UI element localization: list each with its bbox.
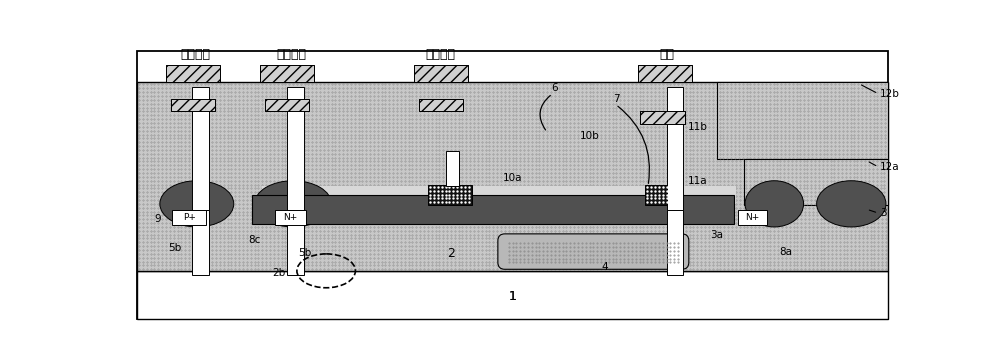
- FancyBboxPatch shape: [498, 234, 689, 269]
- Bar: [137, 271, 888, 319]
- Bar: [446, 151, 459, 186]
- Bar: [172, 210, 206, 225]
- Bar: [137, 82, 888, 271]
- Text: 8a: 8a: [779, 246, 792, 257]
- Bar: [738, 210, 767, 225]
- Bar: [260, 65, 314, 82]
- Text: 9: 9: [154, 214, 161, 224]
- Bar: [265, 99, 309, 111]
- Text: P+: P+: [183, 213, 196, 222]
- Ellipse shape: [745, 181, 804, 227]
- Bar: [192, 87, 209, 210]
- Bar: [166, 65, 220, 82]
- Text: N+: N+: [746, 213, 760, 222]
- Bar: [287, 210, 304, 276]
- Text: 第一栅极: 第一栅极: [425, 48, 455, 61]
- Text: 5b: 5b: [169, 243, 182, 253]
- Bar: [192, 210, 209, 276]
- Bar: [275, 210, 306, 225]
- Text: 5b: 5b: [298, 248, 311, 258]
- Bar: [166, 65, 220, 82]
- Text: 8c: 8c: [248, 235, 261, 245]
- Text: 第二源极: 第二源极: [277, 48, 307, 61]
- Bar: [645, 185, 680, 205]
- Text: 11a: 11a: [688, 176, 708, 186]
- Bar: [265, 99, 309, 111]
- Bar: [252, 195, 734, 224]
- Text: 6: 6: [552, 83, 558, 93]
- Text: 1: 1: [509, 290, 516, 303]
- Text: 7: 7: [613, 94, 620, 104]
- Ellipse shape: [160, 181, 234, 227]
- Text: 2: 2: [447, 247, 455, 260]
- Text: 12a: 12a: [880, 162, 899, 172]
- Bar: [640, 111, 685, 124]
- Bar: [260, 65, 314, 82]
- Text: 10b: 10b: [580, 131, 599, 141]
- Bar: [171, 99, 215, 111]
- Bar: [640, 111, 685, 124]
- Bar: [419, 99, 463, 111]
- Text: 4: 4: [602, 262, 608, 272]
- Bar: [287, 87, 304, 210]
- Bar: [638, 65, 692, 82]
- Bar: [414, 65, 468, 82]
- Text: 12b: 12b: [880, 89, 900, 99]
- Text: 漏极: 漏极: [659, 48, 674, 61]
- Bar: [171, 99, 215, 111]
- Text: 3: 3: [880, 208, 886, 218]
- Bar: [414, 65, 468, 82]
- Text: 10a: 10a: [503, 173, 522, 183]
- Bar: [666, 210, 683, 276]
- Text: 3a: 3a: [710, 230, 723, 240]
- Text: 2b: 2b: [272, 268, 285, 278]
- Text: 第二栅极: 第二栅极: [180, 48, 210, 61]
- Ellipse shape: [255, 181, 332, 227]
- Bar: [717, 82, 888, 159]
- Bar: [744, 159, 888, 205]
- Bar: [666, 87, 683, 210]
- Text: N+: N+: [284, 213, 298, 222]
- Ellipse shape: [817, 181, 886, 227]
- Bar: [262, 186, 736, 204]
- Bar: [638, 65, 692, 82]
- Bar: [419, 99, 463, 111]
- Text: 11b: 11b: [688, 122, 708, 132]
- Bar: [428, 185, 472, 205]
- Text: 1: 1: [509, 290, 516, 303]
